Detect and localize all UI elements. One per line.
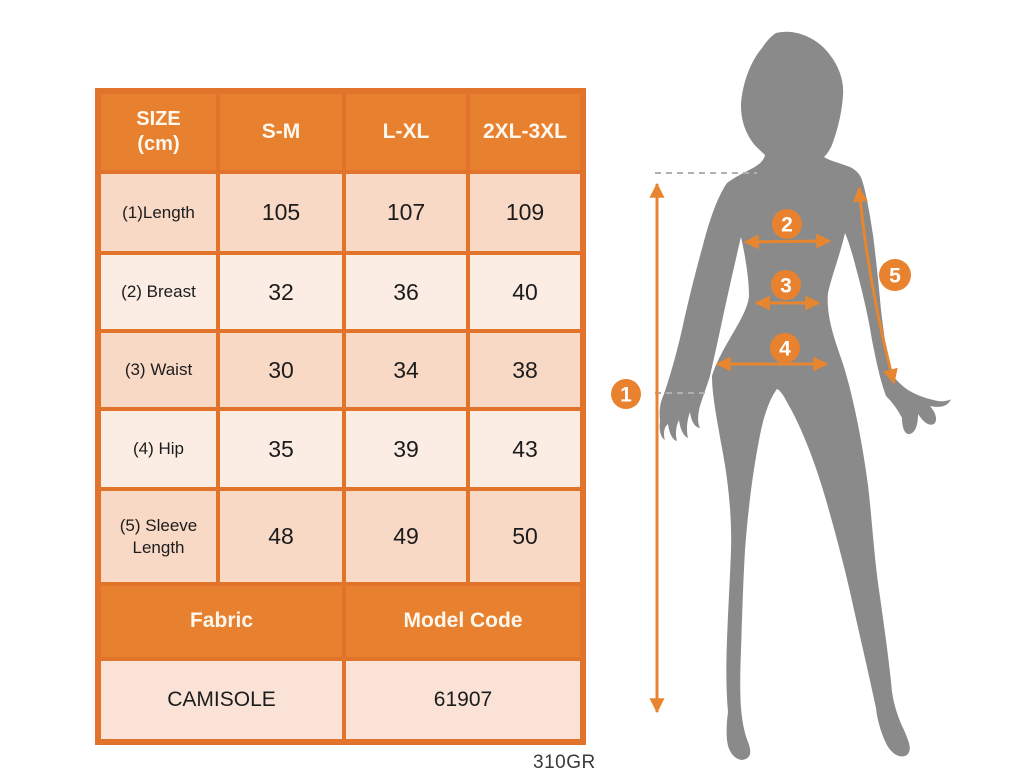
value-waist-sm: 30 [220, 333, 342, 407]
marker-number-2: 2 [781, 214, 793, 237]
marker-number-1: 1 [620, 384, 632, 407]
marker-circle-2 [772, 209, 802, 239]
value-waist-lxl: 34 [346, 333, 466, 407]
sleeve-arrow [852, 186, 898, 385]
value-hip-sm: 35 [220, 411, 342, 487]
value-length-2xl: 109 [470, 174, 580, 251]
row-label-length: (1)Length [101, 174, 216, 251]
row-label-sleeve-length: (5) Sleeve Length [101, 491, 216, 582]
footer-value-fabric: CAMISOLE [101, 661, 342, 739]
footer-value-model-code: 61907 [346, 661, 580, 739]
weight-footnote: 310GR [533, 752, 596, 773]
value-breast-2xl: 40 [470, 255, 580, 329]
row-label-hip: (4) Hip [101, 411, 216, 487]
marker-circle-3 [771, 270, 801, 300]
marker-1: 1 [611, 379, 641, 409]
value-sleeve-sm: 48 [220, 491, 342, 582]
header-size-sm: S-M [220, 94, 342, 170]
breast-arrow [743, 233, 832, 250]
marker-3: 3 [771, 270, 801, 300]
footer-header-fabric: Fabric [101, 586, 342, 657]
size-chart-table: SIZE (cm) S-M L-XL 2XL-3XL (1)Length 105… [95, 88, 586, 745]
value-length-lxl: 107 [346, 174, 466, 251]
value-sleeve-2xl: 50 [470, 491, 580, 582]
marker-5: 5 [879, 259, 911, 291]
header-size-2xl3xl: 2XL-3XL [470, 94, 580, 170]
body-silhouette [659, 31, 951, 760]
marker-number-4: 4 [779, 338, 791, 361]
body-measurement-diagram: 1 2 3 4 5 [611, 31, 951, 760]
marker-number-5: 5 [889, 265, 901, 288]
marker-circle-1 [611, 379, 641, 409]
row-label-waist: (3) Waist [101, 333, 216, 407]
marker-number-3: 3 [780, 275, 792, 298]
marker-circle-5 [879, 259, 911, 291]
value-length-sm: 105 [220, 174, 342, 251]
value-waist-2xl: 38 [470, 333, 580, 407]
header-size-lxl: L-XL [346, 94, 466, 170]
value-hip-2xl: 43 [470, 411, 580, 487]
row-label-breast: (2) Breast [101, 255, 216, 329]
value-hip-lxl: 39 [346, 411, 466, 487]
value-breast-lxl: 36 [346, 255, 466, 329]
marker-2: 2 [772, 209, 802, 239]
value-sleeve-lxl: 49 [346, 491, 466, 582]
marker-4: 4 [770, 333, 800, 363]
header-size-cm: SIZE (cm) [101, 94, 216, 170]
marker-circle-4 [770, 333, 800, 363]
footer-header-model-code: Model Code [346, 586, 580, 657]
value-breast-sm: 32 [220, 255, 342, 329]
